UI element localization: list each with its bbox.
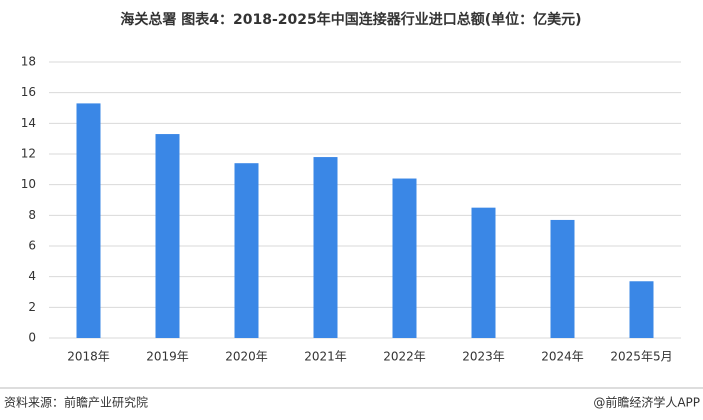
x-tick-label: 2020年 — [225, 350, 268, 364]
x-tick-label: 2022年 — [383, 350, 426, 364]
y-tick-label: 6 — [28, 239, 36, 253]
bar — [629, 281, 654, 338]
y-tick-label: 4 — [28, 269, 36, 283]
y-tick-label: 0 — [28, 331, 36, 345]
bar — [234, 163, 259, 338]
bar — [392, 178, 417, 338]
y-tick-label: 2 — [28, 300, 36, 314]
x-tick-label: 2023年 — [462, 350, 505, 364]
x-tick-label: 2024年 — [541, 350, 584, 364]
x-tick-label: 2018年 — [67, 350, 110, 364]
bar — [550, 219, 575, 338]
y-tick-label: 10 — [21, 177, 36, 191]
footer-source: 资料来源：前瞻产业研究院 — [4, 395, 148, 410]
y-tick-label: 16 — [21, 85, 36, 99]
bar — [471, 207, 496, 338]
x-tick-label: 2019年 — [146, 350, 189, 364]
y-tick-label: 12 — [21, 147, 36, 161]
x-tick-label: 2025年5月 — [610, 350, 672, 364]
x-tick-label: 2021年 — [304, 350, 347, 364]
bar — [313, 157, 338, 338]
y-tick-label: 14 — [21, 116, 36, 130]
chart-title: 海关总署 图表4：2018-2025年中国连接器行业进口总额(单位：亿美元) — [120, 11, 581, 28]
footer-brand: @前瞻经济学人APP — [593, 395, 700, 410]
bar — [155, 134, 180, 338]
y-tick-label: 18 — [21, 55, 36, 69]
y-tick-label: 8 — [28, 208, 36, 222]
bar — [76, 103, 101, 339]
